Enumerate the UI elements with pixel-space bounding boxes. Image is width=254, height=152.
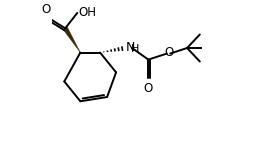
Text: O: O (144, 82, 153, 95)
Text: O: O (42, 3, 51, 16)
Text: N: N (126, 41, 136, 54)
Text: H: H (131, 44, 139, 54)
Text: O: O (164, 47, 173, 59)
Polygon shape (63, 27, 80, 53)
Text: OH: OH (78, 6, 97, 19)
